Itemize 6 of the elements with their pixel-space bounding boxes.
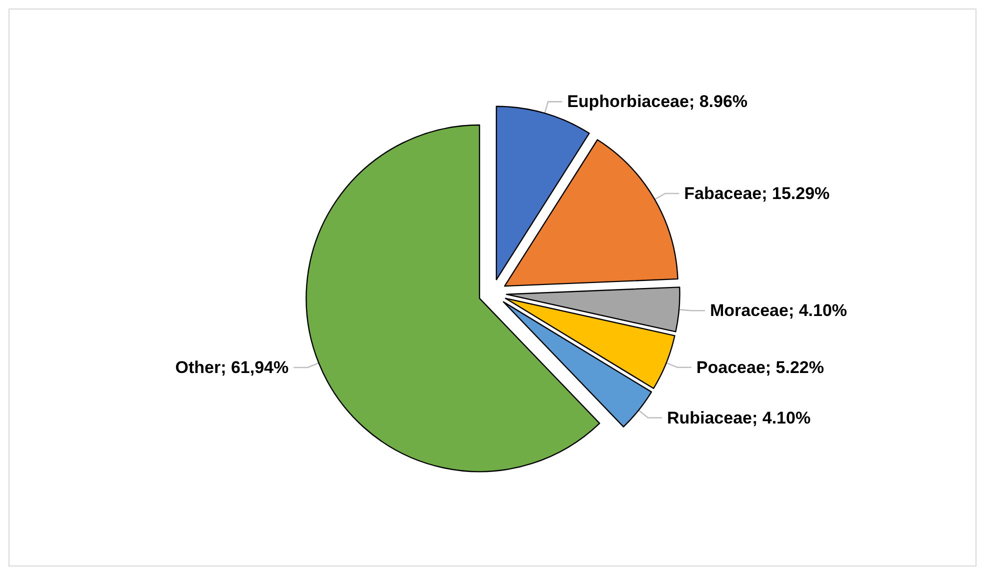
slice-label: Poaceae; 5.22% [696, 358, 824, 377]
slice-label: Euphorbiaceae; 8.96% [567, 92, 748, 112]
slice-label: Fabaceae; 15.29% [684, 184, 830, 203]
slice-label: Rubiaceae; 4.10% [666, 408, 811, 428]
slice-label: Other; 61,94% [175, 358, 289, 378]
slice-label: Moraceae; 4.10% [710, 301, 848, 320]
